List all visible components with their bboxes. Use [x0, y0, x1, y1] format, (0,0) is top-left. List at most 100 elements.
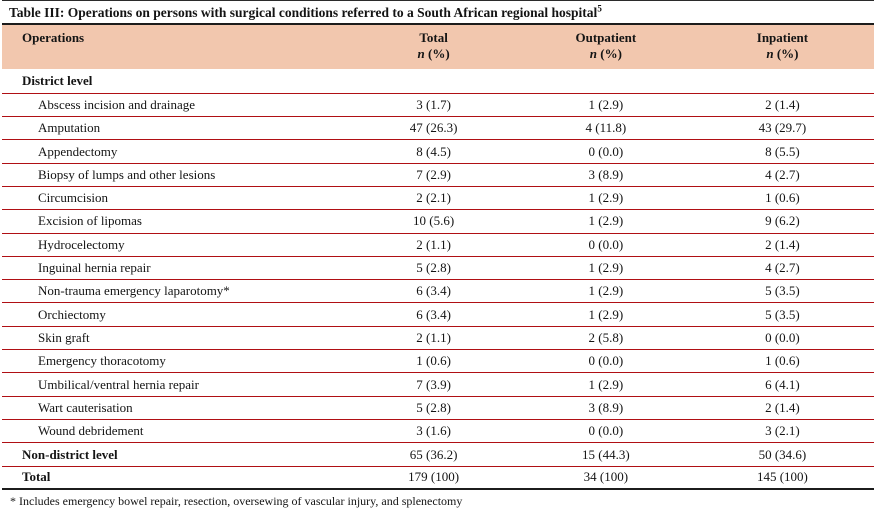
subheader-pct: (%) — [773, 46, 799, 61]
cell-outpatient: 1 (2.9) — [588, 260, 624, 276]
cell-inpatient: 4 (2.7) — [765, 166, 800, 182]
cell-inpatient: 43 (29.7) — [758, 120, 807, 136]
subheader-pct: (%) — [424, 46, 450, 61]
cell-outpatient: 0 (0.0) — [588, 353, 624, 369]
row-label: Abscess incision and drainage — [38, 96, 196, 112]
row-label: Non-trauma emergency laparotomy* — [38, 283, 230, 299]
subheader-n: n — [589, 46, 597, 61]
cell-inpatient: 4 (2.7) — [765, 260, 800, 276]
column-header-total: Total n (%) — [346, 25, 520, 69]
cell-total: 47 (26.3) — [409, 120, 458, 136]
cell-outpatient: 0 (0.0) — [588, 423, 624, 439]
column-header-operations: Operations — [2, 25, 346, 69]
cell-total: 5 (2.8) — [416, 260, 451, 276]
cell-total: 7 (2.9) — [416, 166, 451, 182]
row-label: Appendectomy — [38, 143, 118, 159]
subheader-n: n — [417, 46, 425, 61]
cell-outpatient: 0 (0.0) — [588, 236, 624, 252]
table-row: Non-trauma emergency laparotomy* 6 (3.4) 1… — [2, 279, 874, 302]
section-row: Total 179 (100) 34 (100) 145 (100) — [2, 466, 874, 490]
cell-total: 6 (3.4) — [416, 306, 451, 322]
table-title: Table III: Operations on persons with su… — [2, 1, 874, 23]
column-header-inpatient-label: Inpatient — [756, 30, 809, 45]
cell-inpatient: 1 (0.6) — [765, 190, 800, 206]
cell-outpatient: 4 (11.8) — [585, 120, 627, 136]
column-header-inpatient: Inpatient n (%) — [691, 25, 874, 69]
section-row: District level — [2, 69, 874, 93]
table-row: Hydrocelectomy 2 (1.1) 0 (0.0) 2 (1.4) — [2, 232, 874, 256]
cell-outpatient: 15 (44.3) — [582, 446, 630, 462]
cell-inpatient: 3 (2.1) — [765, 423, 800, 439]
table-header-row: Operations Total n (%) Outpatient n (%) … — [2, 25, 874, 69]
cell-total: 2 (1.1) — [416, 236, 451, 252]
table-row: Abscess incision and drainage 3 (1.7) 1 (2… — [2, 92, 874, 116]
cell-outpatient: 34 (100) — [583, 469, 629, 485]
cell-total: 65 (36.2) — [409, 446, 458, 462]
table-row: Emergency thoracotomy 1 (0.6) 0 (0.0) 1 (0.… — [2, 349, 874, 372]
title-separator-rule — [2, 23, 874, 25]
cell-outpatient: 3 (8.9) — [588, 166, 624, 182]
column-header-outpatient-label: Outpatient — [575, 30, 637, 45]
cell-inpatient: 0 (0.0) — [765, 329, 800, 345]
row-label: Non-district level — [22, 446, 118, 462]
cell-total: 3 (1.7) — [416, 96, 451, 112]
cell-total: 179 (100) — [408, 469, 460, 485]
section-row: Non-district level 65 (36.2) 15 (44.3) 50 (… — [2, 442, 874, 466]
table-row: Orchiectomy 6 (3.4) 1 (2.9) 5 (3.5) — [2, 302, 874, 325]
cell-total: 10 (5.6) — [413, 213, 455, 229]
row-label: Amputation — [38, 120, 101, 136]
cell-total: 5 (2.8) — [416, 399, 451, 415]
cell-inpatient: 145 (100) — [756, 469, 808, 485]
table-row: Amputation 47 (26.3) 4 (11.8) 43 (29.7) — [2, 116, 874, 139]
cell-inpatient: 5 (3.5) — [765, 306, 800, 322]
row-label: Umbilical/ventral hernia repair — [38, 376, 199, 392]
subheader-pct: (%) — [597, 46, 622, 61]
cell-total: 3 (1.6) — [416, 423, 451, 439]
row-label: District level — [22, 72, 93, 88]
table-row: Umbilical/ventral hernia repair 7 (3.9) 1 … — [2, 372, 874, 395]
column-header-total-label: Total — [419, 30, 448, 45]
cell-outpatient: 1 (2.9) — [588, 190, 624, 206]
table-row: Wart cauterisation 5 (2.8) 3 (8.9) 2 (1.4) — [2, 395, 874, 419]
cell-outpatient: 1 (2.9) — [588, 213, 624, 229]
cell-total: 8 (4.5) — [416, 143, 451, 159]
cell-inpatient: 9 (6.2) — [765, 213, 800, 229]
table-footnote: * Includes emergency bowel repair, resec… — [10, 493, 463, 508]
cell-total: 1 (0.6) — [416, 353, 451, 369]
cell-inpatient: 8 (5.5) — [765, 143, 800, 159]
row-label: Wound debridement — [38, 423, 144, 439]
cell-outpatient: 1 (2.9) — [588, 96, 624, 112]
row-label: Biopsy of lumps and other lesions — [38, 166, 216, 182]
cell-outpatient: 2 (5.8) — [588, 329, 624, 345]
cell-outpatient: 1 (2.9) — [588, 306, 624, 322]
table-body: District level Abscess incision and drain… — [2, 69, 874, 490]
row-label: Inguinal hernia repair — [38, 260, 151, 276]
row-label: Emergency thoracotomy — [38, 353, 166, 369]
table-title-text: Table III: Operations on persons with su… — [9, 5, 598, 20]
table-row: Excision of lipomas 10 (5.6) 1 (2.9) 9 (6.2… — [2, 209, 874, 232]
column-header-total-subhead: n (%) — [346, 46, 520, 62]
cell-inpatient: 2 (1.4) — [765, 399, 800, 415]
row-label: Circumcision — [38, 190, 109, 206]
cell-inpatient: 5 (3.5) — [765, 283, 800, 299]
cell-total: 7 (3.9) — [416, 376, 451, 392]
row-label: Skin graft — [38, 329, 90, 345]
table-row: Inguinal hernia repair 5 (2.8) 1 (2.9) 4 (2… — [2, 255, 874, 279]
cell-inpatient: 2 (1.4) — [765, 236, 800, 252]
cell-inpatient: 50 (34.6) — [758, 446, 807, 462]
cell-outpatient: 1 (2.9) — [588, 283, 624, 299]
top-rule — [2, 0, 874, 1]
table-row: Circumcision 2 (2.1) 1 (2.9) 1 (0.6) — [2, 185, 874, 209]
row-label: Wart cauterisation — [38, 399, 133, 415]
cell-outpatient: 0 (0.0) — [588, 143, 624, 159]
column-header-outpatient: Outpatient n (%) — [521, 25, 691, 69]
row-label: Hydrocelectomy — [38, 236, 125, 252]
row-label: Excision of lipomas — [38, 213, 142, 229]
column-header-inpatient-subhead: n (%) — [691, 46, 874, 62]
cell-inpatient: 1 (0.6) — [765, 353, 800, 369]
cell-inpatient: 6 (4.1) — [765, 376, 800, 392]
cell-outpatient: 3 (8.9) — [588, 399, 624, 415]
row-label: Total — [22, 469, 51, 485]
cell-outpatient: 1 (2.9) — [588, 376, 624, 392]
